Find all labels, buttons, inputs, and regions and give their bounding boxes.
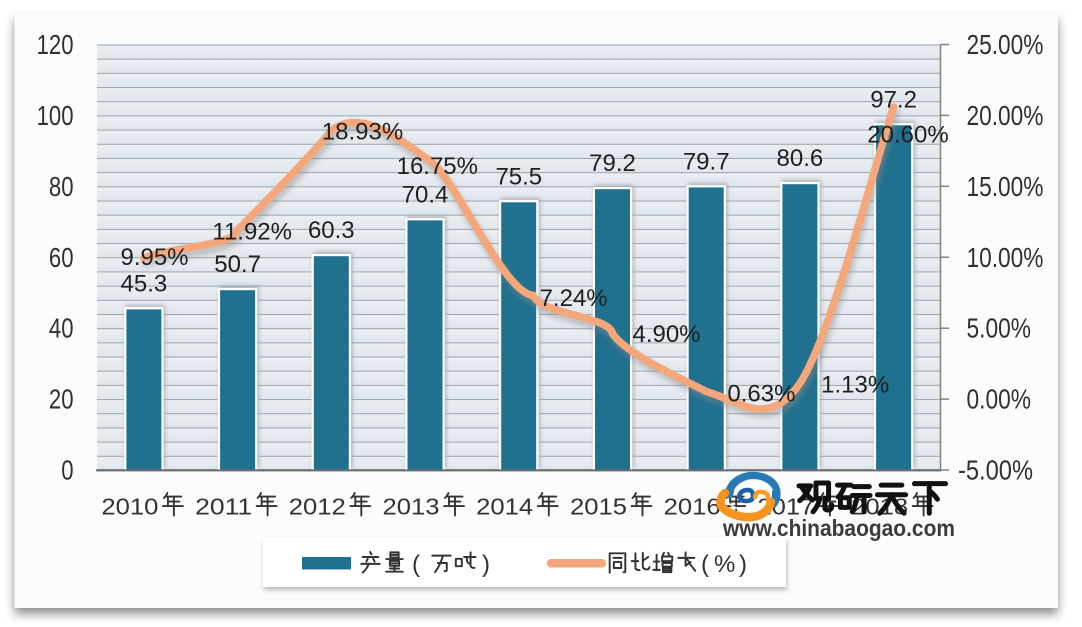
svg-text:0: 0 [61,455,73,486]
svg-text:60.3: 60.3 [308,217,355,244]
svg-text:15.00%: 15.00% [967,171,1044,202]
svg-text:1.13%: 1.13% [821,371,889,398]
svg-text:www.chinabaogao.com: www.chinabaogao.com [722,515,955,541]
svg-text:2016: 2016 [664,494,721,520]
svg-text:50.7: 50.7 [214,251,261,278]
svg-text:5.00%: 5.00% [967,313,1032,344]
svg-text:2010: 2010 [101,494,158,520]
svg-text:70.4: 70.4 [402,181,449,208]
svg-text:75.5: 75.5 [495,163,542,190]
svg-text:100: 100 [37,100,74,131]
svg-text:%: % [714,551,735,578]
svg-text:11.92%: 11.92% [212,219,292,246]
svg-text:97.2: 97.2 [870,86,917,113]
svg-text:0.63%: 0.63% [727,381,795,408]
svg-text:9.95%: 9.95% [120,244,188,271]
svg-text:20.60%: 20.60% [867,121,948,148]
svg-text:2012: 2012 [289,494,346,520]
svg-text:120: 120 [37,29,74,60]
svg-text:80.6: 80.6 [777,145,824,172]
svg-text:40: 40 [49,313,74,344]
svg-text:79.7: 79.7 [683,148,730,175]
svg-text:16.75%: 16.75% [397,153,478,180]
svg-text:20: 20 [49,384,74,415]
svg-text:10.00%: 10.00% [967,242,1044,273]
svg-text:): ) [739,551,747,578]
svg-text:-5.00%: -5.00% [958,455,1033,486]
svg-text:18.93%: 18.93% [322,119,403,146]
svg-text:60: 60 [49,242,74,273]
svg-text:20.00%: 20.00% [967,100,1044,131]
svg-text:2014: 2014 [476,494,533,520]
svg-text:45.3: 45.3 [121,270,168,297]
svg-text:2015: 2015 [570,494,627,520]
svg-text:(: ( [701,551,709,578]
svg-text:0.00%: 0.00% [967,384,1032,415]
svg-text:2013: 2013 [383,494,440,520]
svg-text:(: ( [412,551,420,578]
svg-text:25.00%: 25.00% [967,29,1044,60]
svg-text:2011: 2011 [195,494,252,520]
svg-text:4.90%: 4.90% [632,321,700,348]
svg-text:79.2: 79.2 [589,150,636,177]
svg-text:7.24%: 7.24% [540,285,608,312]
svg-text:): ) [482,551,490,578]
svg-text:80: 80 [49,171,74,202]
